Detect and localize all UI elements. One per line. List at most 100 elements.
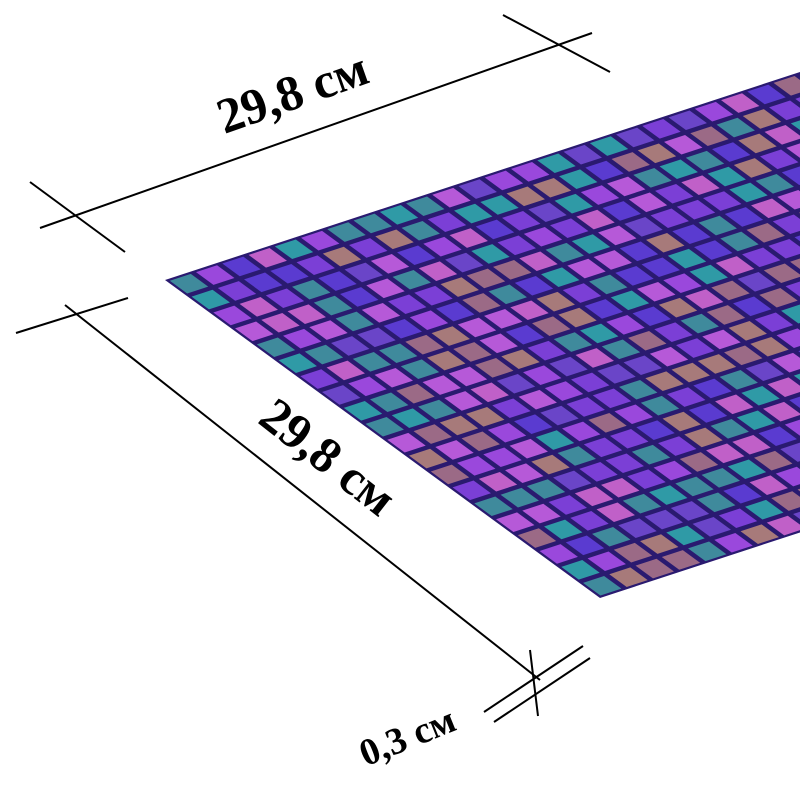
tile [256,337,296,358]
tile [239,297,278,317]
tile [715,256,755,276]
tile [641,257,680,278]
tile [322,246,362,267]
tile [773,76,800,96]
tile [561,560,600,580]
tile [619,379,658,400]
dimension-tick [493,657,591,723]
tile [618,518,657,538]
tile [747,84,786,105]
dimension-tick [502,14,611,73]
tile [475,219,515,240]
tile [585,160,624,181]
tile [580,185,620,205]
tile [685,150,725,171]
tile [430,464,470,485]
tile [531,454,570,475]
tile [409,310,449,330]
tile [554,193,593,214]
tile [711,280,750,301]
tile [353,213,392,234]
tile [375,229,414,250]
tile [763,263,800,284]
tile [444,391,483,411]
tile [526,479,566,499]
tile [718,508,758,529]
tile [500,487,539,508]
tile [706,305,746,325]
tile [567,258,606,279]
tile [484,309,523,329]
tile [535,430,575,450]
tile [745,361,785,382]
tile [598,225,637,246]
tile [654,322,693,342]
tile [344,262,383,283]
tile [487,422,527,443]
tile [736,410,776,431]
tile [611,152,650,172]
tile [370,392,409,413]
tile [570,511,609,531]
tile [627,469,666,489]
tile [510,300,549,321]
tile [622,493,662,514]
tile [169,273,209,294]
tile [222,256,261,277]
tile [484,170,524,191]
tile [794,235,800,242]
tile [457,317,497,338]
tile [496,373,536,394]
tile [574,486,614,507]
tile [532,316,571,336]
tile [623,355,662,376]
tile [688,541,727,562]
tile [587,551,626,572]
tile [610,290,650,311]
tile [694,101,734,122]
tile [680,313,719,334]
tile [703,191,742,211]
tile [466,407,505,427]
tile [483,447,522,468]
tile [658,297,698,318]
tile [751,198,790,219]
tile [365,416,404,437]
tile [714,532,753,553]
tile [668,110,707,131]
tile [592,526,631,547]
tile [593,250,632,270]
tile [452,480,491,501]
tile [795,97,800,103]
tile [517,528,557,548]
tile [793,373,800,381]
tile [689,264,728,285]
tile [557,446,596,466]
tile [471,244,510,264]
tile [248,248,287,268]
tile [422,375,461,395]
tile [352,352,392,372]
tile [632,306,671,327]
tile [784,419,800,436]
tile [776,328,800,348]
tile [550,218,589,238]
tile [614,404,653,425]
tile [721,93,760,113]
tile [283,328,322,349]
tile [670,501,710,521]
tile [571,372,610,393]
tile [553,470,592,491]
tile [676,338,715,358]
tile [653,460,692,481]
tile [601,477,640,498]
tile [492,398,531,419]
tile [631,444,671,465]
tile [540,405,579,426]
tile [607,176,646,197]
tile [349,238,388,258]
tile [754,312,794,333]
tile [676,199,716,220]
tile [637,281,676,302]
dimension-line [64,304,541,681]
